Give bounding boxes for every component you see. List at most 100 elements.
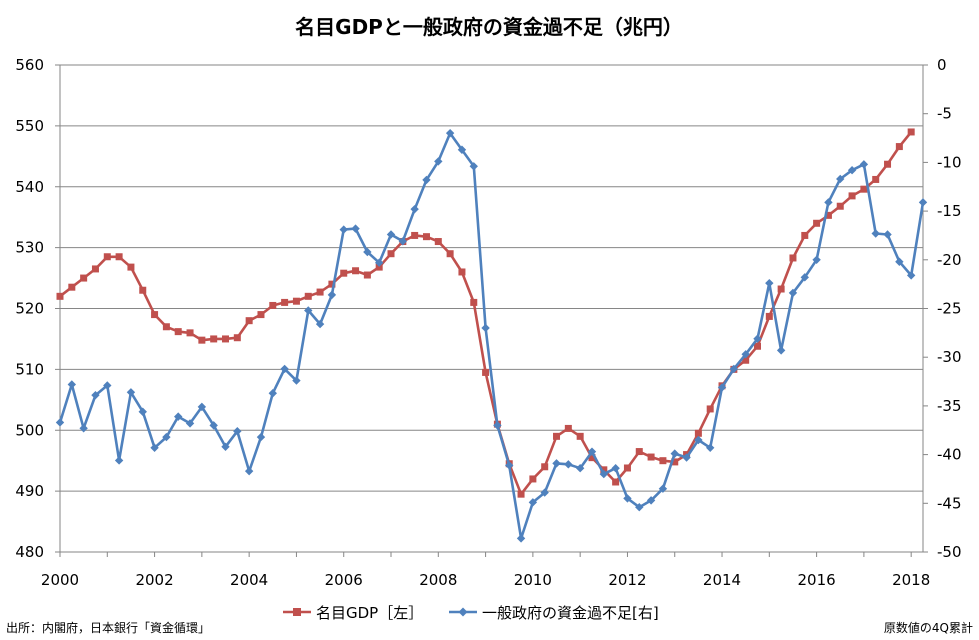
data-point	[209, 421, 218, 430]
data-point	[516, 534, 526, 543]
data-point	[659, 457, 667, 465]
data-point	[328, 280, 336, 288]
data-point	[434, 238, 442, 246]
data-point	[800, 273, 809, 282]
data-note: 原数値の4Q累計	[884, 620, 973, 635]
data-point	[553, 432, 561, 440]
data-point	[883, 230, 892, 239]
data-point	[528, 498, 538, 507]
data-point	[706, 405, 714, 413]
right-axis-tick-label: -50	[937, 543, 962, 561]
data-point	[884, 160, 892, 168]
series-2	[55, 128, 928, 543]
data-point	[103, 253, 111, 261]
data-point	[162, 432, 171, 442]
data-point	[210, 335, 218, 343]
data-point	[151, 311, 159, 319]
data-point	[895, 257, 904, 266]
data-point	[114, 456, 124, 465]
data-point	[198, 336, 206, 344]
data-point	[599, 469, 609, 479]
data-point	[753, 342, 761, 350]
data-point	[327, 290, 337, 300]
data-point	[174, 412, 183, 421]
right-axis-tick-label: -5	[937, 105, 952, 123]
data-point	[658, 484, 668, 493]
data-point	[67, 380, 77, 389]
data-point	[363, 271, 371, 279]
data-point	[127, 263, 135, 271]
data-point	[387, 250, 395, 258]
x-axis-tick-label: 2008	[419, 571, 457, 589]
data-point	[907, 128, 915, 136]
data-point	[824, 198, 833, 207]
data-point	[635, 502, 644, 512]
data-point	[742, 356, 750, 364]
data-point	[281, 298, 289, 306]
data-point	[304, 292, 312, 300]
data-point	[292, 297, 300, 305]
data-point	[505, 461, 514, 470]
data-point	[174, 328, 182, 336]
data-point	[576, 432, 584, 440]
data-point	[458, 268, 466, 276]
data-point	[375, 263, 383, 271]
left-axis-tick-label: 490	[15, 482, 44, 500]
data-point	[552, 459, 561, 468]
data-point	[647, 453, 655, 461]
data-point	[316, 288, 324, 296]
data-point	[694, 429, 702, 437]
right-axis-tick-label: -45	[937, 494, 962, 512]
x-axis-tick-label: 2014	[703, 571, 741, 589]
data-point	[895, 143, 903, 151]
data-point	[68, 283, 76, 291]
data-point	[753, 334, 762, 343]
data-point	[410, 204, 419, 214]
left-axis-tick-label: 550	[15, 117, 44, 135]
data-point	[256, 432, 266, 442]
data-point	[717, 383, 727, 392]
left-axis-tick-label: 480	[15, 543, 44, 561]
data-point	[623, 464, 631, 472]
data-point	[257, 311, 265, 319]
data-point	[777, 285, 785, 293]
data-point	[872, 175, 880, 183]
data-point	[470, 298, 478, 306]
right-axis-tick-label: -35	[937, 397, 962, 415]
data-point	[374, 258, 384, 267]
data-point	[351, 224, 360, 233]
data-point	[363, 247, 372, 257]
data-point	[635, 448, 643, 456]
data-point	[765, 312, 773, 320]
data-point	[575, 464, 585, 473]
data-point	[541, 463, 549, 471]
data-point	[776, 346, 786, 355]
data-point	[517, 490, 525, 498]
data-point	[268, 389, 277, 398]
x-axis-tick-label: 2012	[608, 571, 646, 589]
data-point	[245, 317, 253, 325]
data-point	[646, 496, 656, 505]
right-axis-tick-label: -40	[937, 446, 962, 464]
data-point	[422, 233, 430, 241]
x-axis-tick-label: 2000	[41, 571, 79, 589]
data-point	[564, 460, 573, 469]
data-point	[233, 334, 241, 342]
data-point	[386, 230, 396, 239]
data-point	[138, 407, 147, 416]
legend-marker	[293, 608, 301, 616]
data-point	[824, 211, 832, 219]
data-point	[197, 402, 207, 412]
data-point	[600, 466, 608, 474]
data-point	[398, 237, 408, 246]
right-axis-tick-label: -10	[937, 153, 962, 171]
right-axis-tick-label: -25	[937, 300, 962, 318]
data-point	[859, 160, 869, 169]
data-point	[765, 278, 774, 288]
series-group	[55, 128, 928, 543]
right-axis-tick-label: -15	[937, 202, 962, 220]
legend: 名目GDP［左］ 一般政府の資金過不足[右]	[283, 604, 659, 622]
x-axis-tick-label: 2004	[230, 571, 268, 589]
data-point	[115, 253, 123, 261]
data-point	[222, 335, 230, 343]
